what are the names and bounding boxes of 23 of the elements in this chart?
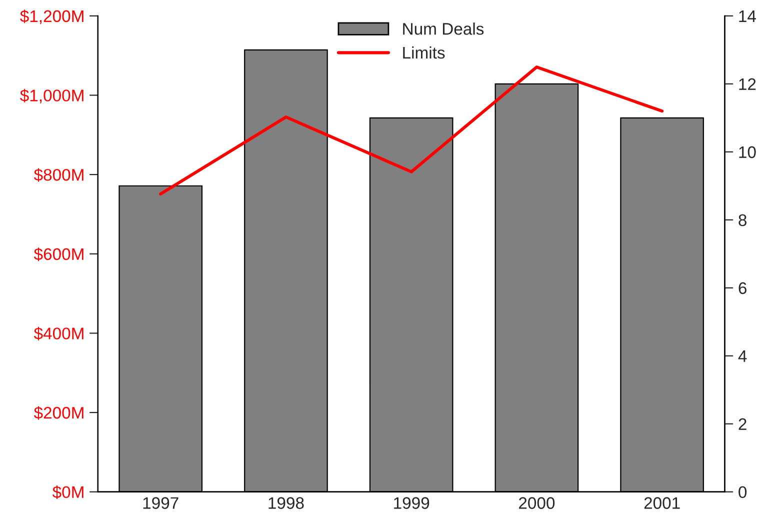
legend-label: Limits <box>403 46 445 59</box>
y2-tick-label: 14 <box>739 10 756 22</box>
y-tick-label: $200M <box>34 406 84 420</box>
y2-tick-label: 2 <box>738 418 746 430</box>
y2-tick-label: 12 <box>739 78 756 90</box>
line-series <box>159 66 664 196</box>
y2-tick-label: 4 <box>738 350 747 362</box>
y-tick-label: $800M <box>34 168 84 182</box>
x-tick-label: 1999 <box>394 497 430 509</box>
y2-tick-label: 6 <box>738 282 746 294</box>
x-tick-label: 2000 <box>518 497 555 509</box>
y-tick-label: $400M <box>34 326 84 340</box>
y-tick-label: $0M <box>52 486 84 500</box>
y-tick-label: $600M <box>34 248 84 262</box>
x-tick-label: 2001 <box>644 497 680 509</box>
x-tick-label: 1998 <box>268 497 304 509</box>
y-tick-label: $1,000M <box>20 88 84 104</box>
y2-tick-label: 8 <box>738 214 746 226</box>
y-tick-label: $1,200M <box>20 10 84 24</box>
y2-tick-label: 10 <box>739 146 756 158</box>
legend-label: Num Deals <box>403 22 484 35</box>
x-tick-label: 1997 <box>143 497 178 509</box>
y2-tick-label: 0 <box>738 486 747 498</box>
